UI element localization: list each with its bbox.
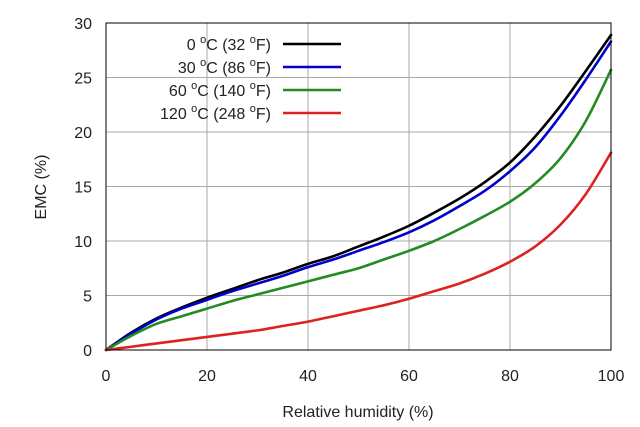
y-tick-label: 0 — [83, 343, 92, 360]
y-tick-label: 15 — [74, 180, 92, 197]
y-tick-label: 30 — [74, 16, 92, 33]
legend: 0 oC (32 oF)30 oC (86 oF)60 oC (140 oF)1… — [160, 34, 341, 123]
legend-text-part: F) — [256, 60, 271, 77]
legend-text-part: F) — [256, 83, 271, 100]
x-axis-label: Relative humidity (%) — [282, 404, 433, 421]
legend-degree-sup: o — [191, 103, 197, 115]
legend-label-3: 120 oC (248 oF) — [160, 103, 271, 123]
y-tick-label: 25 — [74, 71, 92, 88]
legend-text-part: 30 — [178, 60, 200, 77]
series-line-1 — [104, 40, 613, 352]
legend-text-part: 60 — [169, 83, 191, 100]
legend-text-part: F) — [256, 37, 271, 54]
legend-label-1: 30 oC (86 oF) — [178, 57, 271, 77]
legend-text-part: 120 — [160, 106, 191, 123]
legend-degree-sup: o — [200, 34, 206, 46]
legend-label-0: 0 oC (32 oF) — [187, 34, 271, 54]
x-tick-label: 80 — [501, 368, 519, 385]
legend-degree-sup: o — [200, 57, 206, 69]
grid-lines — [106, 23, 611, 350]
x-tick-label: 100 — [598, 368, 625, 385]
legend-text-part: C (248 — [197, 106, 249, 123]
legend-text-part: C (140 — [197, 83, 249, 100]
legend-text-part: C (86 — [206, 60, 250, 77]
series-lines — [104, 33, 613, 352]
x-tick-label: 40 — [299, 368, 317, 385]
legend-degree-sup: o — [191, 80, 197, 92]
legend-text-part: C (32 — [206, 37, 250, 54]
x-tick-label: 20 — [198, 368, 216, 385]
legend-degree-sup: o — [250, 80, 256, 92]
y-axis-label: EMC (%) — [33, 155, 50, 220]
x-tick-label: 0 — [102, 368, 111, 385]
legend-degree-sup: o — [250, 103, 256, 115]
y-tick-label: 10 — [74, 234, 92, 251]
y-tick-label: 5 — [83, 289, 92, 306]
legend-text-part: 0 — [187, 37, 200, 54]
series-line-3 — [104, 151, 613, 352]
y-tick-label: 20 — [74, 125, 92, 142]
legend-label-2: 60 oC (140 oF) — [169, 80, 271, 100]
series-line-2 — [104, 68, 613, 352]
plot-frame — [105, 22, 612, 351]
tick-labels: 0 20 40 60 80 100 0 5 10 15 20 25 30 — [74, 16, 624, 385]
legend-text-part: F) — [256, 106, 271, 123]
legend-degree-sup: o — [250, 57, 256, 69]
x-tick-label: 60 — [400, 368, 418, 385]
legend-degree-sup: o — [250, 34, 256, 46]
